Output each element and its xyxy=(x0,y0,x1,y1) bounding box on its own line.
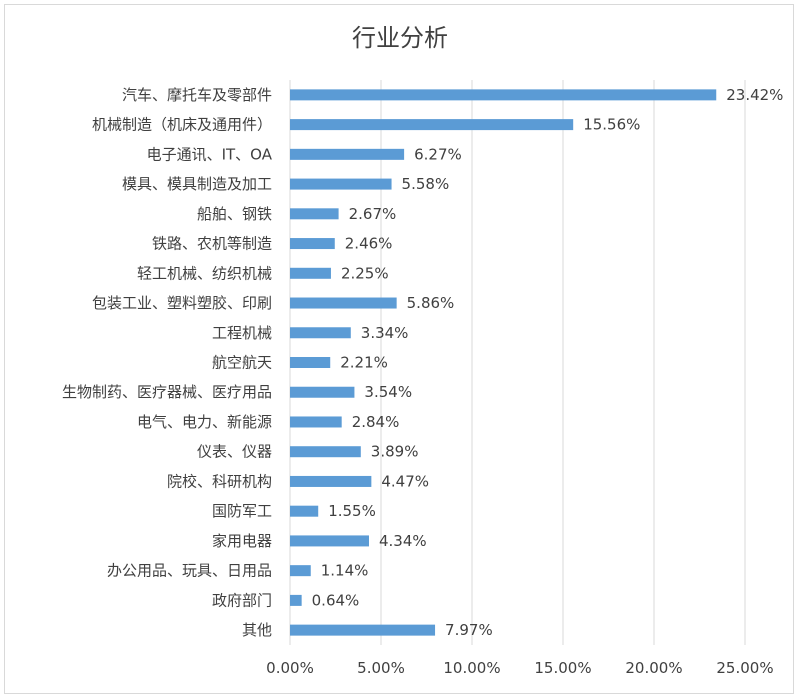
bar xyxy=(290,178,392,190)
value-label: 0.64% xyxy=(312,591,360,609)
value-label: 5.58% xyxy=(402,175,450,193)
bar xyxy=(290,327,351,339)
x-tick-label: 10.00% xyxy=(443,659,500,677)
x-tick-label: 15.00% xyxy=(534,659,591,677)
value-label: 23.42% xyxy=(726,86,783,104)
value-label: 4.34% xyxy=(379,532,427,550)
value-label: 3.54% xyxy=(364,383,412,401)
value-label: 2.21% xyxy=(340,354,388,372)
category-label: 国防军工 xyxy=(212,502,272,520)
value-label: 15.56% xyxy=(583,116,640,134)
grid-lines xyxy=(289,80,746,645)
category-label: 电子通讯、IT、OA xyxy=(147,145,273,163)
category-label: 政府部门 xyxy=(212,591,272,609)
bar xyxy=(290,505,319,517)
bar xyxy=(290,119,574,131)
category-label: 其他 xyxy=(242,621,272,639)
x-tick-label: 25.00% xyxy=(716,659,773,677)
category-label: 航空航天 xyxy=(212,354,272,372)
bar xyxy=(290,386,355,398)
bar xyxy=(290,565,311,577)
bar xyxy=(290,148,405,160)
bar xyxy=(290,594,302,606)
value-label: 1.14% xyxy=(321,562,369,580)
chart-frame xyxy=(4,4,794,694)
value-label: 2.84% xyxy=(352,413,400,431)
category-label: 院校、科研机构 xyxy=(167,472,272,490)
category-label: 机械制造（机床及通用件） xyxy=(92,116,272,134)
bar xyxy=(290,208,339,220)
bar xyxy=(290,267,331,279)
value-label: 2.25% xyxy=(341,264,389,282)
category-label: 铁路、农机等制造 xyxy=(152,235,272,253)
x-tick-label: 20.00% xyxy=(625,659,682,677)
category-label: 生物制药、医疗器械、医疗用品 xyxy=(62,383,272,401)
value-label: 4.47% xyxy=(381,472,429,490)
value-label: 1.55% xyxy=(328,502,376,520)
category-label: 办公用品、玩具、日用品 xyxy=(107,562,272,580)
value-label: 7.97% xyxy=(445,621,493,639)
bar xyxy=(290,475,372,487)
category-label: 汽车、摩托车及零部件 xyxy=(122,86,272,104)
bar xyxy=(290,446,361,458)
bar xyxy=(290,297,397,309)
category-label: 轻工机械、纺织机械 xyxy=(137,264,272,282)
bar xyxy=(290,416,342,428)
bar xyxy=(290,89,717,101)
bar xyxy=(290,624,436,636)
value-label: 5.86% xyxy=(407,294,455,312)
bar xyxy=(290,535,369,547)
category-label: 电气、电力、新能源 xyxy=(137,413,272,431)
value-labels: 23.42% 15.56% 6.27% 5.58% 2.67% 2.46% 2.25% 5.8… xyxy=(312,86,784,639)
bar xyxy=(290,357,331,368)
category-label: 仪表、仪器 xyxy=(197,443,272,461)
category-label: 模具、模具制造及加工 xyxy=(122,175,272,193)
bar xyxy=(290,238,335,250)
value-label: 2.46% xyxy=(345,235,393,253)
x-tick-label: 0.00% xyxy=(266,659,314,677)
value-label: 3.34% xyxy=(361,324,409,342)
bars xyxy=(290,89,717,636)
category-label: 工程机械 xyxy=(212,324,272,342)
value-label: 6.27% xyxy=(414,145,462,163)
value-label: 3.89% xyxy=(371,443,419,461)
value-label: 2.67% xyxy=(349,205,397,223)
category-label: 包装工业、塑料塑胶、印刷 xyxy=(92,294,272,312)
category-label: 船舶、钢铁 xyxy=(197,205,272,223)
chart-title: 行业分析 xyxy=(352,24,448,52)
x-axis-ticks: 0.00% 5.00% 10.00% 15.00% 20.00% 25.00% xyxy=(266,659,773,677)
category-label: 家用电器 xyxy=(212,532,272,550)
x-tick-label: 5.00% xyxy=(357,659,405,677)
